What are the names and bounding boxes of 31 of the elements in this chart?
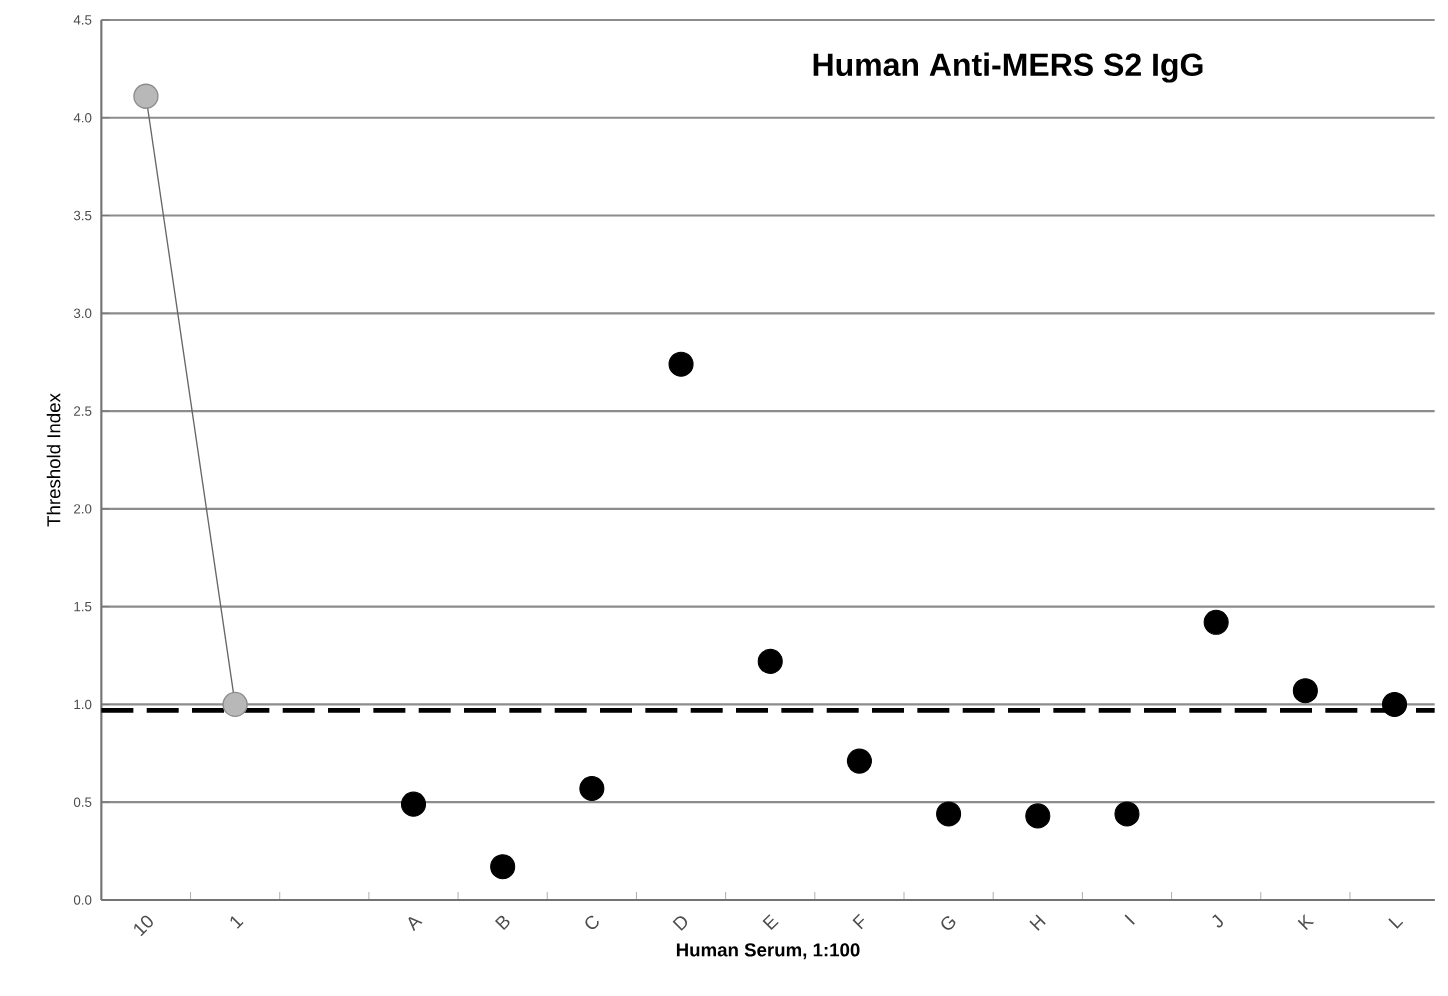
x-tick-label: D bbox=[672, 916, 688, 931]
text: Human Anti-MERS S2 IgG bbox=[813, 52, 1203, 83]
x-tick-label: B bbox=[494, 915, 510, 931]
y-axis-title: Threshold Index bbox=[46, 393, 61, 527]
point bbox=[579, 775, 605, 802]
x-tick-label: 10 bbox=[134, 915, 153, 937]
point bbox=[1292, 678, 1318, 704]
point bbox=[133, 83, 159, 109]
point bbox=[1203, 609, 1229, 635]
point bbox=[668, 351, 694, 377]
x-tick-label: J bbox=[1212, 914, 1223, 928]
x-tick-label: H bbox=[1029, 914, 1046, 931]
x-tick-label: 1 bbox=[230, 916, 244, 929]
point bbox=[222, 691, 248, 718]
point bbox=[400, 791, 427, 817]
point bbox=[757, 648, 783, 674]
point bbox=[846, 748, 872, 774]
x-tick-label: G bbox=[941, 916, 956, 930]
x-tick-label: A bbox=[408, 917, 423, 932]
point bbox=[1025, 803, 1051, 829]
point bbox=[1114, 801, 1140, 827]
x-axis-title: Human Serum, 1:100 bbox=[676, 943, 860, 960]
x-tick-label: K bbox=[1297, 913, 1315, 931]
point bbox=[936, 801, 962, 827]
point bbox=[1381, 691, 1408, 717]
x-tick-label: C bbox=[585, 915, 599, 930]
point bbox=[490, 854, 516, 880]
x-tick-label: L bbox=[1388, 918, 1404, 929]
x-tick-label: E bbox=[762, 914, 779, 931]
x-tick-label: F bbox=[852, 913, 865, 930]
x-tick-label: I bbox=[1124, 914, 1135, 925]
